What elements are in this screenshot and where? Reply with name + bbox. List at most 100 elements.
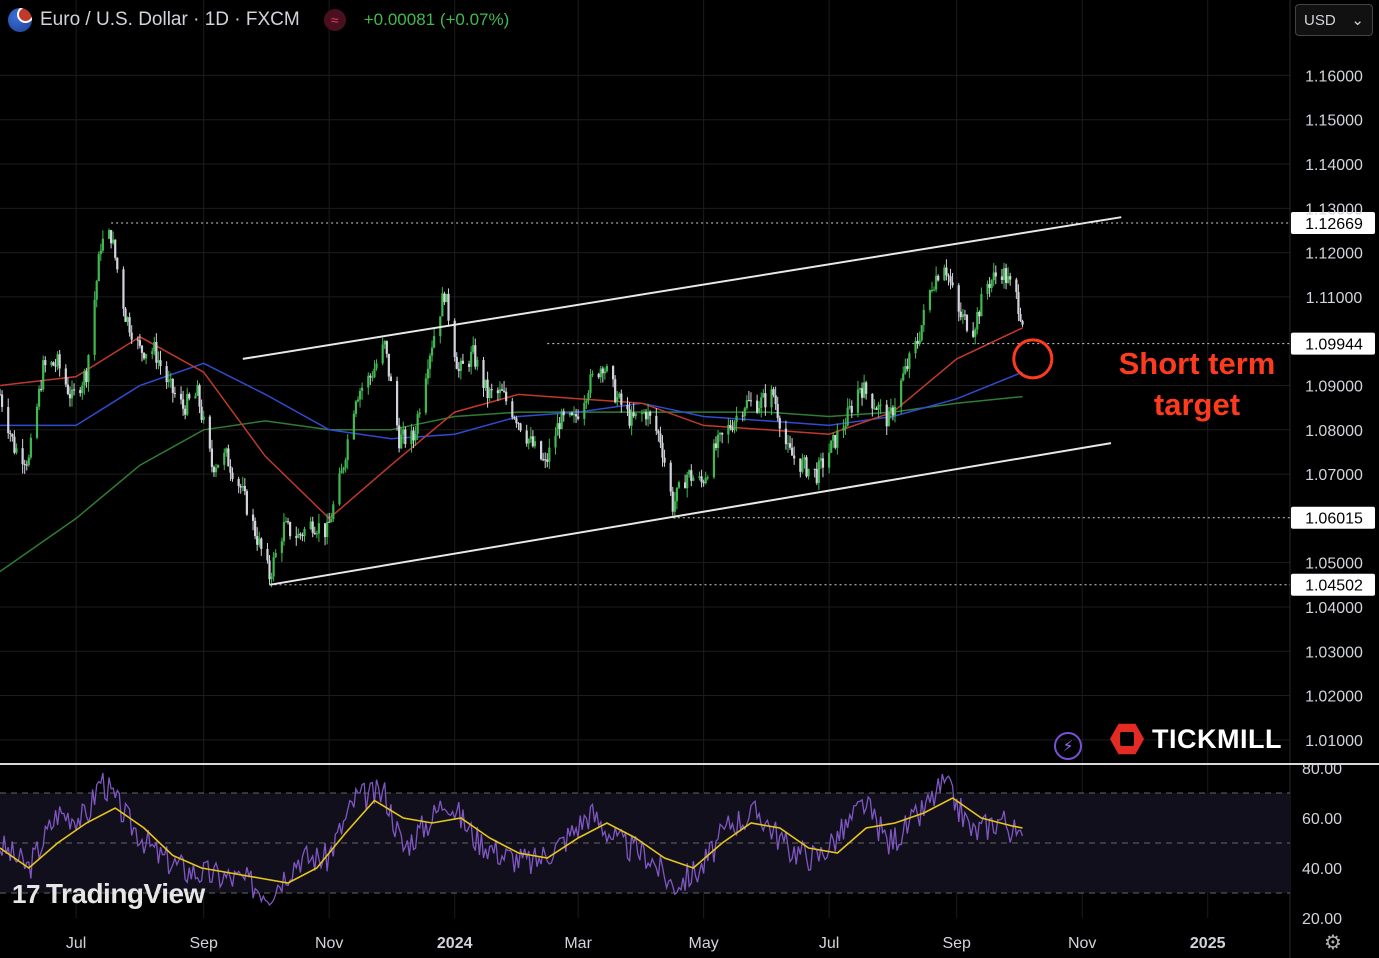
candle-body — [354, 401, 358, 414]
currency-label: USD — [1304, 11, 1336, 29]
candle-body — [700, 476, 703, 483]
candle-body — [642, 411, 646, 414]
candle-body — [151, 351, 154, 354]
price-level-label: 1.09944 — [1305, 337, 1363, 354]
price-change: +0.00081 (+0.07%) — [363, 10, 510, 29]
price-level-tag — [1291, 211, 1375, 234]
tradingview-logo[interactable]: 17 TradingView — [12, 878, 205, 910]
candle-body — [268, 560, 271, 580]
candle-body — [846, 407, 849, 426]
candle-body — [574, 414, 578, 417]
candle-body — [986, 284, 989, 294]
candle-body — [128, 317, 131, 333]
candle-body — [182, 399, 185, 409]
candle-body — [690, 470, 693, 481]
wave-indicator-icon[interactable]: ≈ — [323, 9, 346, 31]
candle-body — [655, 415, 658, 431]
candle-body — [42, 360, 45, 390]
currency-select[interactable]: USD ⌄ — [1295, 4, 1373, 36]
price-tick-label: 1.11000 — [1306, 290, 1363, 307]
candle-body — [110, 230, 113, 244]
candle-body — [640, 413, 644, 415]
candle-body — [908, 353, 911, 369]
candle-body — [212, 466, 216, 473]
candle-body — [772, 389, 775, 396]
settings-gear-icon[interactable]: ⚙ — [1324, 932, 1342, 954]
candle-body — [965, 315, 969, 331]
candle-body — [344, 460, 347, 468]
candle-body — [58, 354, 61, 369]
candle-body — [583, 402, 586, 419]
candle-body — [338, 473, 341, 505]
horizontal-levels: 1.12669 1.09944 1.06015 1.04502 — [111, 211, 1375, 596]
candle-body — [871, 393, 874, 409]
candle-body — [865, 382, 868, 394]
candle-body — [842, 427, 845, 431]
candle-body — [614, 379, 617, 403]
candle-body — [85, 371, 88, 383]
price-axis[interactable]: 1.16000 1.15000 1.14000 1.13000 1.12000 1.110… — [1302, 68, 1363, 928]
candle-body — [558, 423, 561, 429]
candle-body — [70, 389, 74, 399]
candle-body — [813, 468, 816, 470]
candle-body — [358, 391, 362, 400]
candle-body — [107, 230, 111, 239]
candle-body — [988, 284, 991, 288]
candle-body — [418, 412, 421, 415]
candle-body — [266, 548, 269, 561]
candle-body — [11, 434, 14, 437]
candle-body — [928, 290, 932, 310]
candle-body — [81, 385, 84, 394]
time-tick-label: Mar — [564, 935, 592, 952]
candle-body — [616, 397, 619, 403]
price-candles — [0, 228, 1024, 588]
candle-body — [498, 389, 502, 394]
candle-body — [974, 329, 977, 337]
candle-body — [122, 269, 125, 309]
candle-body — [914, 341, 917, 354]
lightning-icon[interactable]: ⚡ — [1054, 732, 1082, 760]
candle-body — [673, 501, 676, 512]
candle-body — [457, 368, 460, 371]
symbol-title[interactable]: Euro / U.S. Dollar · 1D · FXCM — [40, 9, 300, 30]
candle-body — [817, 460, 820, 484]
price-tick-label: 1.02000 — [1305, 689, 1363, 706]
candle-body — [198, 385, 201, 407]
candle-body — [142, 352, 146, 359]
candle-body — [815, 468, 818, 484]
time-axis[interactable]: Jul Sep Nov 2024 Mar May Jul Sep Nov 2025 — [66, 935, 1226, 952]
candle-body — [688, 470, 691, 475]
candle-body — [930, 289, 934, 291]
eu-us-flag-icon — [8, 8, 32, 32]
candle-body — [858, 388, 862, 390]
candle-body — [169, 378, 172, 380]
candle-body — [99, 250, 102, 255]
candle-body — [764, 393, 767, 408]
candle-body — [116, 257, 119, 270]
price-tick-label: 1.12000 — [1305, 246, 1363, 263]
candle-body — [486, 379, 489, 399]
price-tick-label: 1.08000 — [1305, 423, 1363, 440]
candle-body — [1002, 268, 1006, 280]
candle-body — [727, 424, 730, 435]
candle-body — [577, 416, 580, 419]
candle-body — [40, 388, 43, 390]
candle-body — [832, 435, 835, 441]
candle-body — [848, 405, 851, 408]
rsi-tick-label: 60.00 — [1302, 811, 1342, 828]
candle-body — [254, 520, 257, 537]
candle-body — [140, 345, 144, 353]
candle-body — [326, 521, 329, 538]
candle-body — [1007, 276, 1010, 283]
candle-body — [505, 391, 508, 402]
ma-green-line — [0, 395, 1023, 573]
candle-body — [179, 393, 183, 400]
candle-body — [906, 366, 909, 369]
candle-body — [490, 389, 493, 391]
candle-body — [904, 366, 907, 374]
candle-body — [570, 412, 574, 415]
candle-body — [87, 355, 90, 383]
candle-body — [980, 293, 983, 317]
candle-body — [657, 430, 660, 434]
